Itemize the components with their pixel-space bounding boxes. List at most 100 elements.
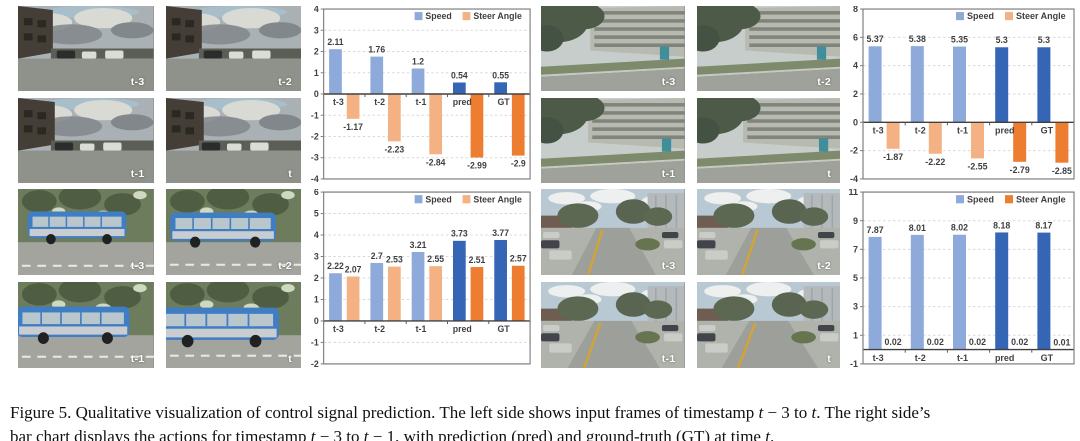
value-label: 0.02 <box>927 337 944 347</box>
steer-angle-bar <box>429 266 443 321</box>
speed-bar <box>494 82 507 94</box>
category-label: GT <box>1041 125 1054 135</box>
value-label: -2.99 <box>467 160 487 170</box>
overcast-intersection-photo <box>165 98 301 183</box>
value-label: 0.55 <box>492 70 509 80</box>
speed-bar <box>411 68 425 94</box>
legend-speed-label: Speed <box>967 194 994 204</box>
value-label: 0.02 <box>969 337 986 347</box>
steer-angle-bar <box>346 276 360 321</box>
camera-frame: t <box>165 98 301 183</box>
y-tick-label: 1 <box>314 68 319 78</box>
steer-angle-bar <box>1055 122 1069 163</box>
frame-timestamp-label: t-2 <box>817 76 831 88</box>
apartment-street-photo <box>541 6 685 91</box>
steer-angle-bar <box>388 266 401 321</box>
frame-timestamp-label: t <box>827 353 831 365</box>
legend-speed-label: Speed <box>967 11 994 21</box>
steer-angle-bar <box>511 93 525 156</box>
speed-bar <box>1037 47 1051 123</box>
y-tick-label: 8 <box>853 6 858 14</box>
bar-chart: 4 3 2 1 0 -1 -2 -3 -4 2.11 -1.17 1.76 -2.23 1.2 -2.84 0… <box>311 6 531 183</box>
value-label: 3.73 <box>451 229 468 239</box>
y-tick-label: -1 <box>311 337 319 347</box>
y-tick-label: 3 <box>314 251 319 261</box>
speed-bar <box>868 236 882 350</box>
category-label: pred <box>453 97 472 107</box>
camera-frames-grid: t-3 t-2 t-1 t <box>541 189 840 368</box>
legend-steer-swatch <box>1005 12 1013 21</box>
y-tick-label: 9 <box>853 216 858 226</box>
y-tick-label: 0 <box>314 316 319 326</box>
apartment-street-photo <box>696 6 840 91</box>
y-tick-label: -2 <box>311 359 319 368</box>
control-signal-chart: 8 6 4 2 0 -2 -4 5.37 -1.87 5.38 -2.22 5.35 -2.55 5.3 -… <box>846 6 1078 183</box>
legend-steer-label: Steer Angle <box>473 11 522 21</box>
control-signal-chart: 6 5 4 3 2 1 0 -1 -2 2.22 2.07 2.7 2.53 3.21 2.55 3.73 2.… <box>307 189 534 368</box>
frame-timestamp-label: t-1 <box>661 168 676 180</box>
y-tick-label: 1 <box>314 294 319 304</box>
camera-frame: t-3 <box>541 6 685 91</box>
camera-frame: t-1 <box>541 282 685 368</box>
category-label: GT <box>497 97 510 107</box>
value-label: -2.84 <box>426 157 446 167</box>
value-label: -2.55 <box>967 162 987 172</box>
category-label: t-2 <box>915 125 926 135</box>
camera-frame: t-2 <box>165 6 301 91</box>
value-label: -2.85 <box>1052 166 1072 176</box>
value-label: 1.2 <box>412 56 424 66</box>
overcast-intersection-photo <box>18 6 154 91</box>
steer-angle-bar <box>971 122 984 159</box>
speed-bar <box>1037 232 1051 350</box>
bar-chart: 6 5 4 3 2 1 0 -1 -2 2.22 2.07 2.7 2.53 3.212.55 3.73 2.… <box>311 189 531 368</box>
speed-bar <box>329 273 342 321</box>
control-signal-chart: 11 9 7 5 3 1 -1 7.87 0.02 8.01 0.02 8.02 0.02 8.18 0.0… <box>846 189 1078 368</box>
category-label: pred <box>453 324 472 334</box>
frame-timestamp-label: t <box>288 353 292 365</box>
value-label: -1.87 <box>883 152 903 162</box>
speed-bar <box>953 46 966 123</box>
legend-steer-swatch <box>462 12 471 21</box>
value-label: 5.3 <box>996 35 1008 45</box>
frame-timestamp-label: t-3 <box>130 76 145 88</box>
category-label: pred <box>995 353 1014 363</box>
camera-frame: t-1 <box>18 98 154 183</box>
quadrant-bottom-right: t-3 t-2 t-1 t 11 9 7 5 3 1 -1 7.87 0.02 8.01 0.02 8… <box>541 189 1078 368</box>
category-label: t-2 <box>374 324 385 334</box>
value-label: 2.51 <box>469 255 486 265</box>
value-label: 5.38 <box>909 34 926 44</box>
y-tick-label: 6 <box>314 189 319 197</box>
legend-speed-swatch <box>956 12 964 21</box>
plot-border <box>862 8 1075 180</box>
bus-approach-photo <box>165 189 301 275</box>
y-tick-label: 4 <box>853 61 858 71</box>
y-tick-label: -2 <box>311 131 319 141</box>
value-label: 2.55 <box>427 254 444 264</box>
control-signal-chart: 4 3 2 1 0 -1 -2 -3 -4 2.11 -1.17 1.76 -2.23 1.2 -2.84 0… <box>307 6 534 183</box>
camera-frames-grid: t-3 t-2 t-1 t <box>541 6 840 183</box>
legend-steer-label: Steer Angle <box>1016 11 1066 21</box>
value-label: 7.87 <box>867 225 884 235</box>
value-label: 8.02 <box>951 223 968 233</box>
y-tick-label: -1 <box>850 359 858 368</box>
value-label: 3.21 <box>410 240 427 250</box>
y-tick-label: 0 <box>314 89 319 99</box>
legend-steer-swatch <box>462 195 471 204</box>
camera-frames-grid: t-3 t-2 t-1 t <box>18 189 301 368</box>
legend-speed-swatch <box>414 195 423 204</box>
category-label: t-1 <box>957 353 968 363</box>
residential-street-photo <box>541 282 685 368</box>
value-label: 2.57 <box>510 253 527 263</box>
camera-frame: t <box>696 282 840 368</box>
category-label: t-3 <box>873 125 884 135</box>
frame-timestamp-label: t-2 <box>817 260 831 272</box>
bar-chart: 8 6 4 2 0 -2 -4 5.37 -1.87 5.38 -2.22 5.35 -2.55 5.3 -… <box>850 6 1075 183</box>
frame-timestamp-label: t-1 <box>130 353 145 365</box>
bar-chart: 11 9 7 5 3 1 -1 7.87 0.02 8.01 0.02 8.02 0.02 8.18 0.0… <box>848 189 1075 368</box>
category-label: t-2 <box>915 353 926 363</box>
frame-timestamp-label: t-2 <box>278 260 292 272</box>
y-tick-label: 4 <box>314 230 319 240</box>
category-label: t-3 <box>873 353 884 363</box>
steer-angle-bar <box>928 122 942 154</box>
steer-angle-bar <box>388 93 401 142</box>
